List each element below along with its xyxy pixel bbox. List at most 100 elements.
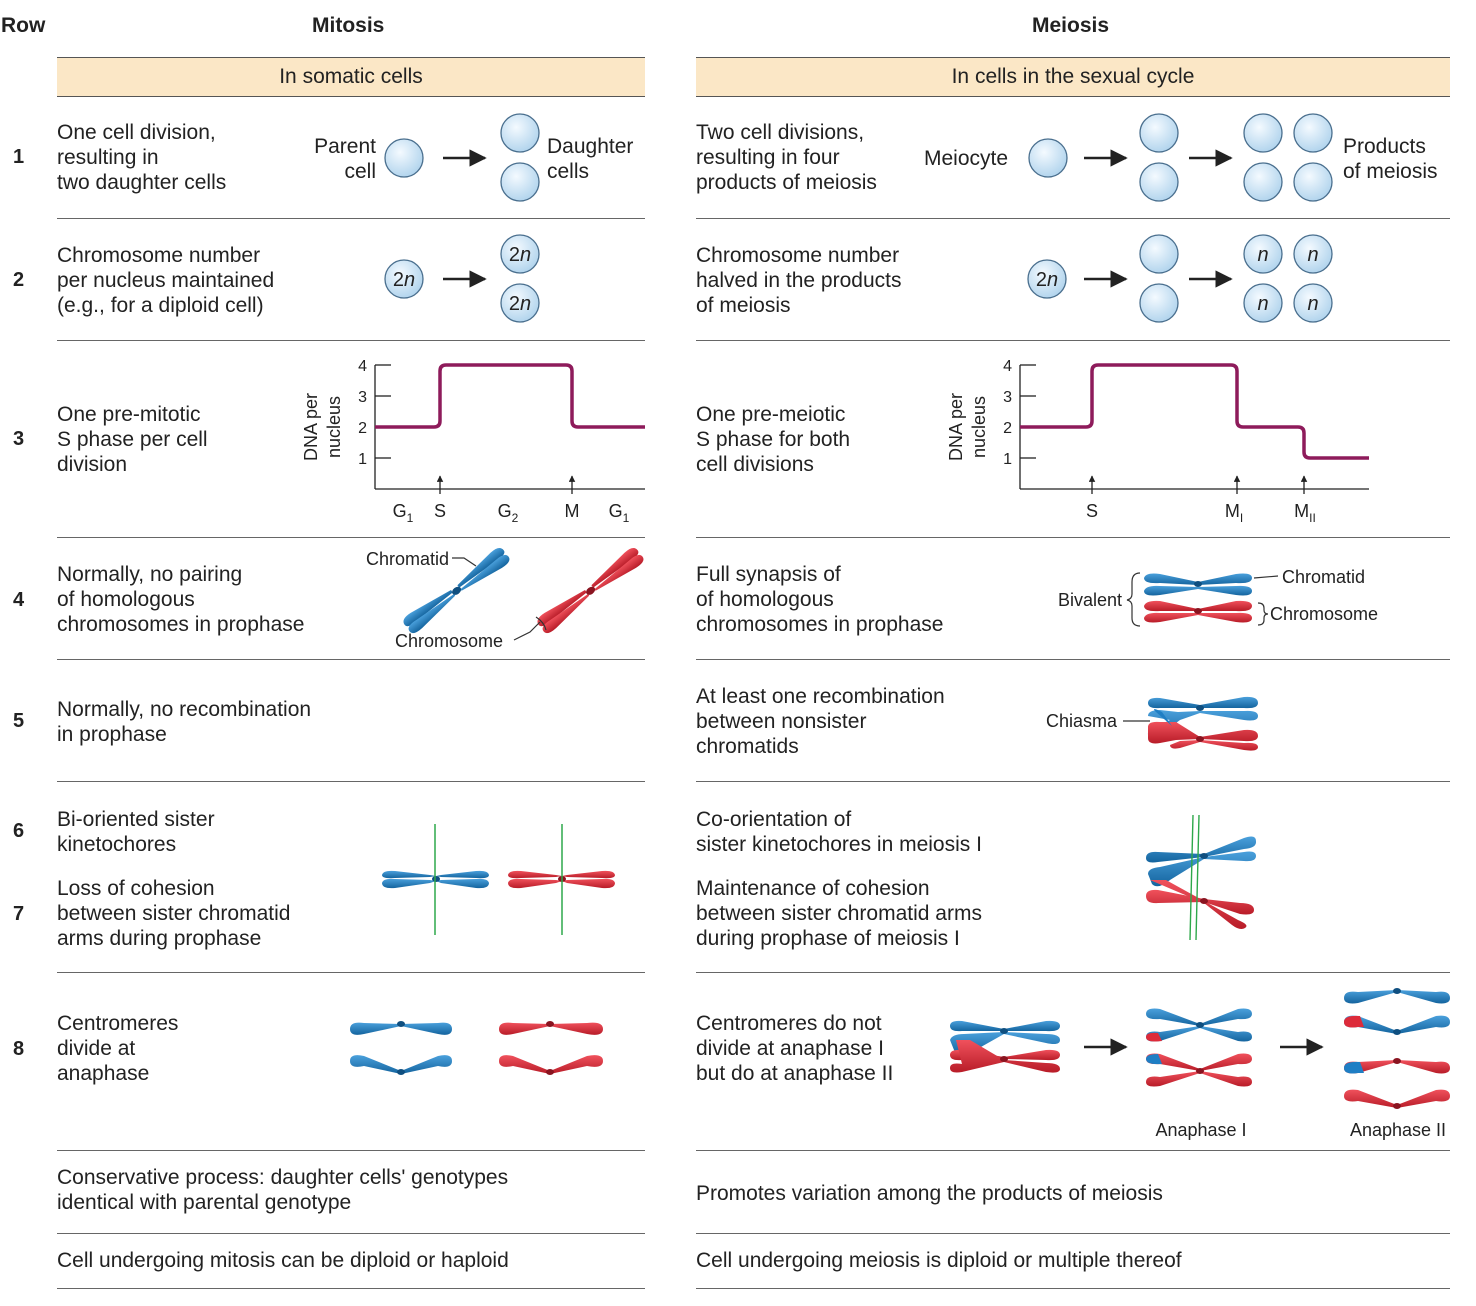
- divider: [696, 972, 1450, 973]
- intermediate-cell: [1139, 283, 1179, 323]
- row-number: 2: [13, 269, 25, 291]
- row9-meiosis-text: Promotes variation among the products of…: [696, 1182, 1163, 1205]
- divider: [696, 340, 1450, 341]
- divider: [57, 340, 645, 341]
- centromere: [546, 1069, 554, 1075]
- y-tick-label: 3: [358, 389, 367, 406]
- row8-mitosis-text: Centromeres divide at anaphase: [57, 1012, 179, 1085]
- chromosome-label: Chromosome: [1270, 604, 1378, 624]
- ploidy-label: 2n: [509, 293, 531, 315]
- row-number: 3: [13, 428, 25, 450]
- row-number: 6: [13, 820, 25, 842]
- row-number: 7: [13, 903, 25, 925]
- blue-chromosome: [403, 548, 510, 634]
- y-tick-label: 3: [1003, 389, 1012, 406]
- divider: [696, 1233, 1450, 1234]
- spindle-fiber: [1195, 814, 1200, 941]
- divider: [57, 218, 645, 219]
- y-tick-label: 2: [1003, 420, 1012, 437]
- row7-mitosis-text: Loss of cohesion between sister chromatid…: [57, 877, 291, 950]
- chromosome-brace: [513, 616, 547, 641]
- mitosis-header: Mitosis: [312, 14, 385, 37]
- divider: [57, 1288, 645, 1289]
- diploid-cell: [500, 283, 540, 323]
- divider: [57, 537, 645, 538]
- mitosis-band: In somatic cells: [57, 57, 645, 97]
- centromere: [397, 1069, 405, 1075]
- blue-chromosome: [382, 870, 489, 889]
- ploidy-label: n: [1257, 244, 1268, 266]
- row4-meiosis-text: Full synapsis of of homologous chromosomes…: [696, 563, 944, 636]
- diploid-cell: [384, 259, 424, 299]
- y-axis-label: DNA per: [946, 393, 966, 461]
- y-axis-label: nucleus: [969, 396, 989, 458]
- y-axis-label: DNA per: [301, 393, 321, 461]
- daughter-cell: [500, 162, 540, 202]
- row4-mitosis-text: Normally, no pairing of homologous chromos…: [57, 563, 305, 636]
- row-number: 5: [13, 710, 25, 732]
- intermediate-cell: [1139, 113, 1179, 153]
- x-tick-label: G2: [498, 501, 519, 525]
- red-chromatid: [499, 1022, 603, 1035]
- row1-mitosis-text: One cell division, resulting in two daught…: [57, 121, 227, 194]
- blue-chromatid: [350, 1022, 452, 1035]
- mitosis-band-label: In somatic cells: [279, 65, 423, 88]
- intermediate-cell: [1139, 162, 1179, 202]
- divider: [696, 659, 1450, 660]
- chromatid-label: Chromatid: [1282, 567, 1365, 587]
- anaphase2-chromosomes: [1344, 988, 1450, 1109]
- ploidy-label: 2n: [393, 269, 415, 291]
- chromosome-brace: [1257, 602, 1269, 626]
- chromosome-label: Chromosome: [395, 631, 503, 651]
- row-number: 1: [13, 146, 25, 168]
- row2-meiosis-text: Chromosome number halved in the products o…: [696, 244, 902, 317]
- row-number: 4: [13, 589, 25, 611]
- row10-mitosis-text: Cell undergoing mitosis can be diploid o…: [57, 1249, 509, 1272]
- row-header: Row: [1, 14, 46, 37]
- divider: [57, 972, 645, 973]
- divider: [57, 1233, 645, 1234]
- row9-mitosis-text: Conservative process: daughter cells' ge…: [57, 1166, 509, 1214]
- chromatid-pointer: [452, 557, 477, 567]
- ploidy-label: 2n: [509, 244, 531, 266]
- diploid-cell: [500, 234, 540, 274]
- bivalent: [1144, 573, 1252, 623]
- haploid-cell: [1243, 234, 1283, 274]
- products-label: Products of meiosis: [1343, 135, 1438, 183]
- diploid-cell: [1027, 259, 1067, 299]
- row7-meiosis-text: Maintenance of cohesion between sister ch…: [696, 877, 982, 950]
- row5-meiosis-text: At least one recombination between nonsis…: [696, 685, 945, 758]
- divider: [696, 537, 1450, 538]
- anaphase1-label: Anaphase I: [1155, 1120, 1246, 1140]
- x-tick-label: MII: [1294, 501, 1316, 525]
- meiosis-header: Meiosis: [1032, 14, 1110, 37]
- red-chromatid: [499, 1055, 603, 1074]
- y-tick-label: 1: [1003, 451, 1012, 468]
- row3-meiosis-text: One pre-meiotic S phase for both cell divi…: [696, 403, 851, 476]
- row10-meiosis-text: Cell undergoing meiosis is diploid or mu…: [696, 1249, 1182, 1272]
- y-tick-label: 4: [1003, 358, 1012, 375]
- product-cell: [1293, 113, 1333, 153]
- row-number: 8: [13, 1038, 25, 1060]
- divider: [696, 781, 1450, 782]
- bivalent-label: Bivalent: [1058, 590, 1122, 610]
- centromere: [397, 1021, 405, 1027]
- daughter-cells-label: Daughter cells: [547, 135, 634, 183]
- meiocyte-cell: [1028, 138, 1068, 178]
- ploidy-label: 2n: [1036, 269, 1058, 291]
- meiosis-dna-graph: DNA per nucleus 4 3 2 1 S MI MII: [946, 358, 1369, 525]
- y-tick-label: 2: [358, 420, 367, 437]
- x-tick-label: G1: [393, 501, 414, 525]
- x-tick-label: S: [1086, 501, 1098, 521]
- chiasma-bivalent: [1147, 696, 1258, 751]
- divider: [57, 1150, 645, 1151]
- row3-mitosis-text: One pre-mitotic S phase per cell division: [57, 403, 208, 476]
- row1-meiosis-text: Two cell divisions, resulting in four prod…: [696, 121, 877, 194]
- row2-mitosis-text: Chromosome number per nucleus maintained(…: [57, 244, 275, 317]
- bivalent-brace: [1126, 572, 1141, 627]
- dna-curve: [1020, 363, 1369, 460]
- meiosis-band-label: In cells in the sexual cycle: [951, 65, 1195, 88]
